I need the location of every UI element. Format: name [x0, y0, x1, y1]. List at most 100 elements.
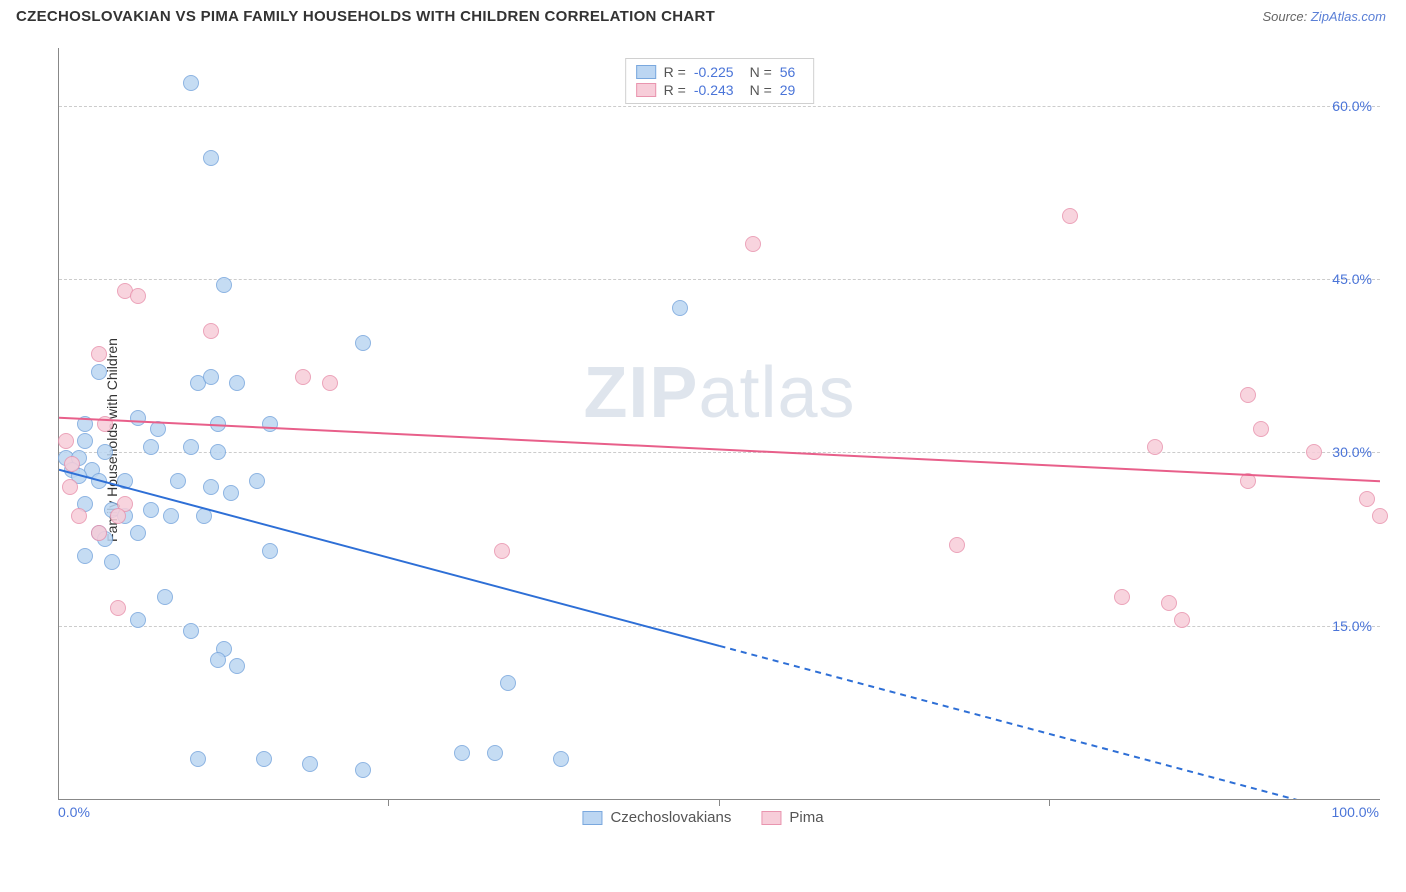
legend-r-value: -0.243 [694, 82, 734, 98]
scatter-point [322, 375, 338, 391]
legend-r-label: R = [664, 82, 686, 98]
scatter-point [1174, 612, 1190, 628]
scatter-point [163, 508, 179, 524]
x-tick-label: 100.0% [1332, 804, 1379, 820]
gridline [59, 452, 1380, 453]
scatter-point [58, 433, 74, 449]
watermark-zip: ZIP [583, 353, 698, 433]
scatter-point [1253, 421, 1269, 437]
scatter-point [1359, 491, 1375, 507]
scatter-point [196, 508, 212, 524]
x-tick-mark [1049, 800, 1050, 806]
legend-correlation-row: R =-0.225N =56 [636, 63, 804, 81]
scatter-point [229, 375, 245, 391]
legend-n-value: 29 [780, 82, 796, 98]
legend-swatch [636, 83, 656, 97]
scatter-point [62, 479, 78, 495]
scatter-point [130, 612, 146, 628]
legend-series: Czechoslovakians Pima [582, 809, 823, 826]
scatter-point [130, 410, 146, 426]
watermark: ZIPatlas [583, 352, 855, 434]
legend-r-label: R = [664, 64, 686, 80]
scatter-point [745, 236, 761, 252]
legend-series-label: Pima [789, 809, 823, 826]
chart-container: Family Households with Children ZIPatlas… [16, 40, 1390, 840]
gridline [59, 106, 1380, 107]
scatter-point [183, 439, 199, 455]
scatter-point [104, 554, 120, 570]
scatter-point [355, 335, 371, 351]
scatter-point [71, 508, 87, 524]
scatter-point [500, 675, 516, 691]
scatter-point [216, 277, 232, 293]
legend-n-value: 56 [780, 64, 796, 80]
x-tick-mark [388, 800, 389, 806]
scatter-point [487, 745, 503, 761]
scatter-point [949, 537, 965, 553]
legend-series-item: Czechoslovakians [582, 809, 731, 826]
scatter-point [130, 525, 146, 541]
legend-series-item: Pima [761, 809, 823, 826]
y-tick-label: 15.0% [1332, 618, 1372, 634]
scatter-point [183, 75, 199, 91]
scatter-point [110, 600, 126, 616]
scatter-point [77, 433, 93, 449]
legend-swatch [582, 811, 602, 825]
source-link[interactable]: ZipAtlas.com [1311, 9, 1386, 24]
scatter-point [203, 323, 219, 339]
scatter-point [454, 745, 470, 761]
legend-series-label: Czechoslovakians [610, 809, 731, 826]
scatter-point [203, 150, 219, 166]
scatter-point [210, 444, 226, 460]
scatter-point [229, 658, 245, 674]
y-tick-label: 60.0% [1332, 98, 1372, 114]
scatter-point [672, 300, 688, 316]
legend-n-label: N = [750, 82, 772, 98]
scatter-point [190, 751, 206, 767]
legend-swatch [636, 65, 656, 79]
scatter-point [494, 543, 510, 559]
chart-title: CZECHOSLOVAKIAN VS PIMA FAMILY HOUSEHOLD… [16, 8, 715, 25]
scatter-point [97, 416, 113, 432]
source-prefix: Source: [1262, 9, 1310, 24]
scatter-point [1240, 473, 1256, 489]
scatter-point [91, 364, 107, 380]
scatter-point [150, 421, 166, 437]
scatter-point [1240, 387, 1256, 403]
scatter-point [91, 473, 107, 489]
scatter-point [91, 525, 107, 541]
scatter-point [210, 652, 226, 668]
legend-r-value: -0.225 [694, 64, 734, 80]
x-tick-mark [719, 800, 720, 806]
scatter-point [130, 288, 146, 304]
scatter-point [1372, 508, 1388, 524]
scatter-point [170, 473, 186, 489]
y-tick-label: 30.0% [1332, 444, 1372, 460]
legend-correlation: R = -0.225 N = 56R = -0.243 N = 29 [625, 58, 815, 104]
x-tick-label: 0.0% [58, 804, 90, 820]
scatter-point [210, 416, 226, 432]
scatter-point [203, 369, 219, 385]
scatter-point [262, 543, 278, 559]
legend-swatch [761, 811, 781, 825]
regression-lines [59, 48, 1380, 799]
watermark-atlas: atlas [698, 353, 855, 433]
scatter-point [256, 751, 272, 767]
scatter-point [117, 473, 133, 489]
scatter-point [1114, 589, 1130, 605]
scatter-point [355, 762, 371, 778]
scatter-point [97, 444, 113, 460]
scatter-point [302, 756, 318, 772]
header: CZECHOSLOVAKIAN VS PIMA FAMILY HOUSEHOLD… [0, 0, 1406, 29]
gridline [59, 279, 1380, 280]
scatter-point [143, 439, 159, 455]
scatter-point [295, 369, 311, 385]
scatter-point [223, 485, 239, 501]
legend-correlation-row: R = -0.243 N = 29 [636, 81, 804, 99]
scatter-point [157, 589, 173, 605]
scatter-point [64, 456, 80, 472]
scatter-point [262, 416, 278, 432]
scatter-point [1062, 208, 1078, 224]
scatter-point [203, 479, 219, 495]
scatter-point [1147, 439, 1163, 455]
